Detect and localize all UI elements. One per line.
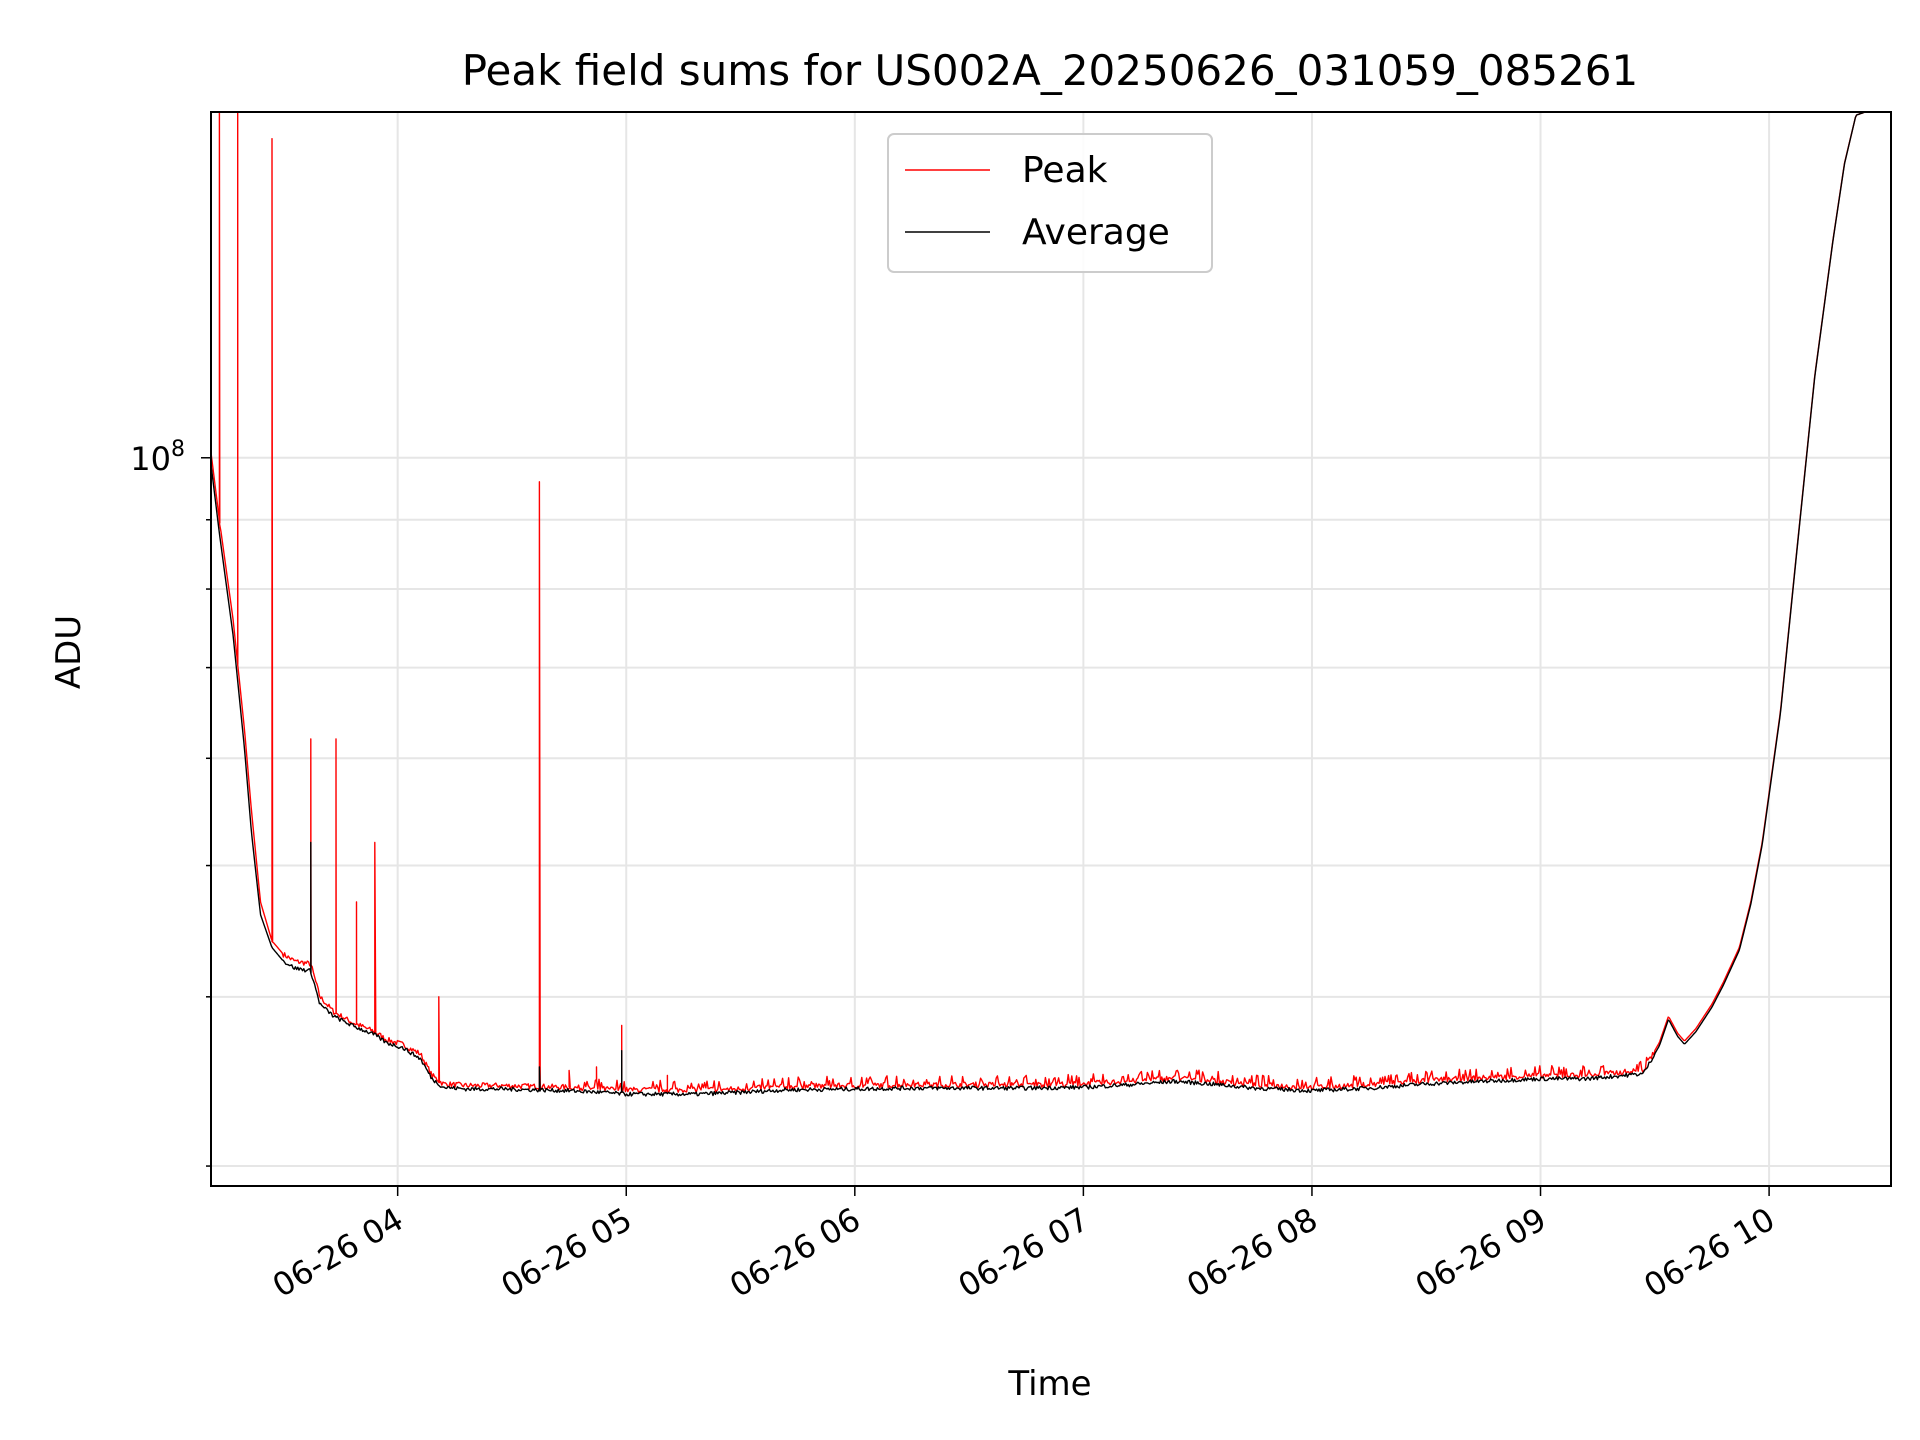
series-layer bbox=[211, 112, 1891, 1097]
legend-box bbox=[887, 133, 1213, 273]
plot-frame bbox=[210, 111, 1892, 1187]
legend: Peak Average bbox=[887, 133, 1213, 273]
grid bbox=[211, 112, 1891, 1186]
x-axis-label: Time bbox=[1007, 1364, 1091, 1404]
legend-label-average: Average bbox=[1022, 212, 1170, 253]
y-axis-label: ADU bbox=[49, 615, 89, 689]
legend-label-peak: Peak bbox=[1022, 150, 1108, 191]
series-line-average bbox=[211, 112, 1891, 1097]
chart-title: Peak field sums for US002A_20250626_0310… bbox=[462, 46, 1639, 95]
